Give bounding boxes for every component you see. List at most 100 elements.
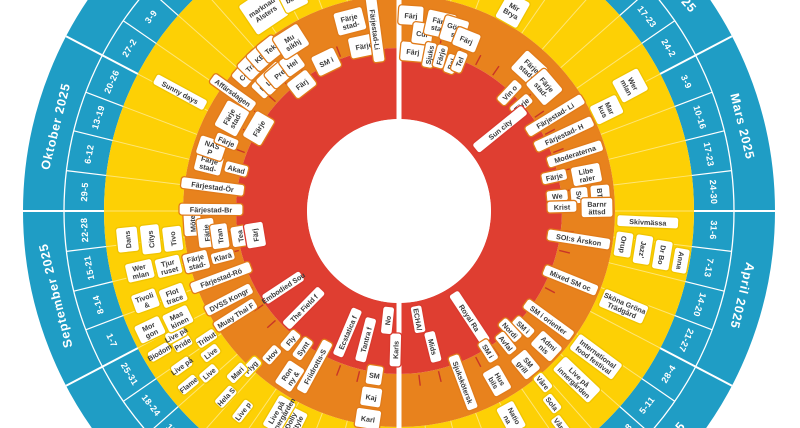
event-box[interactable]: Färjestad- bbox=[213, 99, 251, 138]
week-divider bbox=[418, 374, 421, 386]
event-box-bg bbox=[494, 330, 518, 356]
week-divider bbox=[475, 54, 482, 66]
event-box[interactable]: Markus bbox=[588, 93, 625, 126]
event-box-bg bbox=[169, 355, 194, 377]
event-box[interactable]: Musikhj bbox=[271, 22, 311, 61]
event-box[interactable]: ad iberg bbox=[272, 0, 310, 15]
week-divider bbox=[248, 388, 277, 428]
event-box[interactable]: Akad bbox=[223, 160, 250, 178]
week-divider bbox=[266, 319, 276, 329]
event-box[interactable]: Karls bbox=[388, 332, 403, 368]
event-box[interactable]: Hov bbox=[261, 343, 283, 366]
event-box-bg bbox=[568, 333, 624, 381]
event-box[interactable]: Liberaler bbox=[569, 161, 604, 188]
event-box[interactable]: Färjestad- bbox=[332, 5, 368, 37]
center-hole bbox=[307, 119, 491, 303]
week-divider bbox=[691, 245, 732, 252]
event-box[interactable]: Avfal bbox=[494, 330, 518, 356]
event-box[interactable]: Tjurruset bbox=[153, 253, 184, 280]
event-label: No bbox=[383, 315, 393, 326]
event-label: Färje bbox=[545, 170, 564, 183]
event-box-bg bbox=[310, 46, 343, 77]
event-box[interactable]: SM bbox=[364, 363, 385, 387]
event-box[interactable]: Sola bbox=[541, 392, 563, 415]
event-box-bg bbox=[388, 332, 403, 368]
event-box-bg bbox=[285, 68, 318, 100]
event-box[interactable]: Maskinen bbox=[161, 304, 195, 334]
event-box[interactable]: Mids bbox=[423, 329, 443, 364]
event-box[interactable]: Live bbox=[199, 342, 222, 364]
event-label: Barnrättsd bbox=[587, 199, 607, 216]
event-box[interactable]: Skivmässa bbox=[616, 213, 680, 230]
event-box[interactable]: Färjestad- bbox=[525, 67, 564, 107]
event-box[interactable]: Klarä bbox=[209, 247, 236, 266]
week-label: 31-6 bbox=[708, 220, 719, 240]
event-box-bg bbox=[291, 335, 314, 362]
event-label: Karl bbox=[360, 413, 375, 424]
event-box[interactable]: Karl bbox=[353, 406, 383, 428]
event-box-bg bbox=[209, 247, 236, 266]
event-box[interactable]: Wermlan bbox=[123, 257, 156, 284]
event-box[interactable]: Tek bbox=[255, 34, 285, 64]
event-box[interactable]: Tivoli& bbox=[130, 287, 161, 315]
event-box-bg bbox=[197, 362, 220, 384]
event-box[interactable]: Citys bbox=[138, 222, 163, 256]
event-box[interactable]: Tantra f bbox=[354, 315, 378, 364]
event-box-bg bbox=[353, 406, 383, 428]
event-box-bg bbox=[133, 315, 167, 345]
event-box[interactable]: No bbox=[379, 305, 396, 336]
event-box[interactable]: Tran bbox=[208, 222, 231, 251]
event-box[interactable]: SM i bbox=[310, 46, 343, 77]
event-box[interactable]: Fly bbox=[279, 328, 302, 353]
event-box[interactable]: Färje bbox=[213, 131, 240, 152]
event-box-bg bbox=[199, 342, 222, 364]
event-box[interactable]: Färjestad-Ör bbox=[179, 176, 246, 197]
event-box[interactable]: Adminis bbox=[529, 329, 563, 363]
event-box[interactable]: Ronny & bbox=[274, 359, 306, 393]
event-box[interactable]: Dr Bo bbox=[650, 238, 674, 272]
event-box[interactable]: Dans bbox=[114, 225, 141, 254]
event-box[interactable]: Färjestad-Li bbox=[364, 0, 386, 64]
event-box[interactable]: Färje bbox=[241, 110, 276, 147]
event-box[interactable]: Kaj bbox=[359, 385, 384, 409]
event-box[interactable]: Flottrace bbox=[157, 281, 189, 310]
event-box[interactable]: Mari bbox=[225, 361, 249, 385]
week-divider bbox=[521, 388, 550, 428]
event-box[interactable]: Synt bbox=[291, 335, 315, 362]
event-box[interactable]: Anna bbox=[670, 246, 691, 275]
event-box[interactable]: marknadAlsters bbox=[238, 0, 290, 36]
week-label: 29-5 bbox=[79, 182, 90, 202]
event-box[interactable]: Våre bbox=[532, 371, 554, 394]
event-box[interactable]: Färj bbox=[242, 220, 268, 250]
event-box[interactable]: MirBrya bbox=[494, 0, 531, 29]
event-box[interactable]: Wermlan bbox=[611, 67, 650, 104]
event-box[interactable]: Tivo bbox=[160, 224, 185, 254]
event-box[interactable]: SOI:s Årskon bbox=[545, 228, 612, 251]
event-box[interactable]: SMgrill bbox=[510, 348, 542, 381]
event-box-bg bbox=[477, 338, 500, 364]
event-box-bg bbox=[295, 338, 334, 395]
event-label: Sjuks bbox=[423, 45, 435, 66]
event-label: SMgrill bbox=[515, 354, 536, 375]
event-box[interactable]: Jazz' bbox=[631, 233, 655, 267]
event-box[interactable]: Krist bbox=[546, 199, 578, 214]
event-box[interactable]: Orup bbox=[612, 230, 635, 259]
event-box[interactable]: SM i bbox=[477, 338, 500, 365]
event-box[interactable]: Live bbox=[197, 362, 220, 384]
event-box[interactable]: Färj bbox=[397, 4, 425, 27]
event-box[interactable]: Färje bbox=[540, 167, 569, 186]
event-box[interactable]: Morgon bbox=[133, 315, 167, 345]
event-box[interactable]: ECHA/ bbox=[409, 304, 427, 335]
event-box[interactable]: Färjestad-Br bbox=[178, 202, 244, 217]
event-box-bg bbox=[569, 161, 604, 188]
event-box[interactable]: Tel bbox=[449, 49, 469, 74]
event-label: Tran bbox=[214, 228, 225, 244]
event-box[interactable]: Nationa bbox=[495, 399, 527, 428]
event-box[interactable]: Barnrättsd bbox=[580, 196, 614, 219]
week-divider bbox=[613, 174, 692, 186]
event-box[interactable]: Husbils bbox=[481, 364, 513, 398]
event-box[interactable]: Färj bbox=[285, 68, 318, 100]
week-divider bbox=[685, 281, 725, 292]
event-box[interactable]: Färj bbox=[451, 26, 482, 54]
event-box[interactable]: Färjestad- bbox=[181, 248, 212, 275]
